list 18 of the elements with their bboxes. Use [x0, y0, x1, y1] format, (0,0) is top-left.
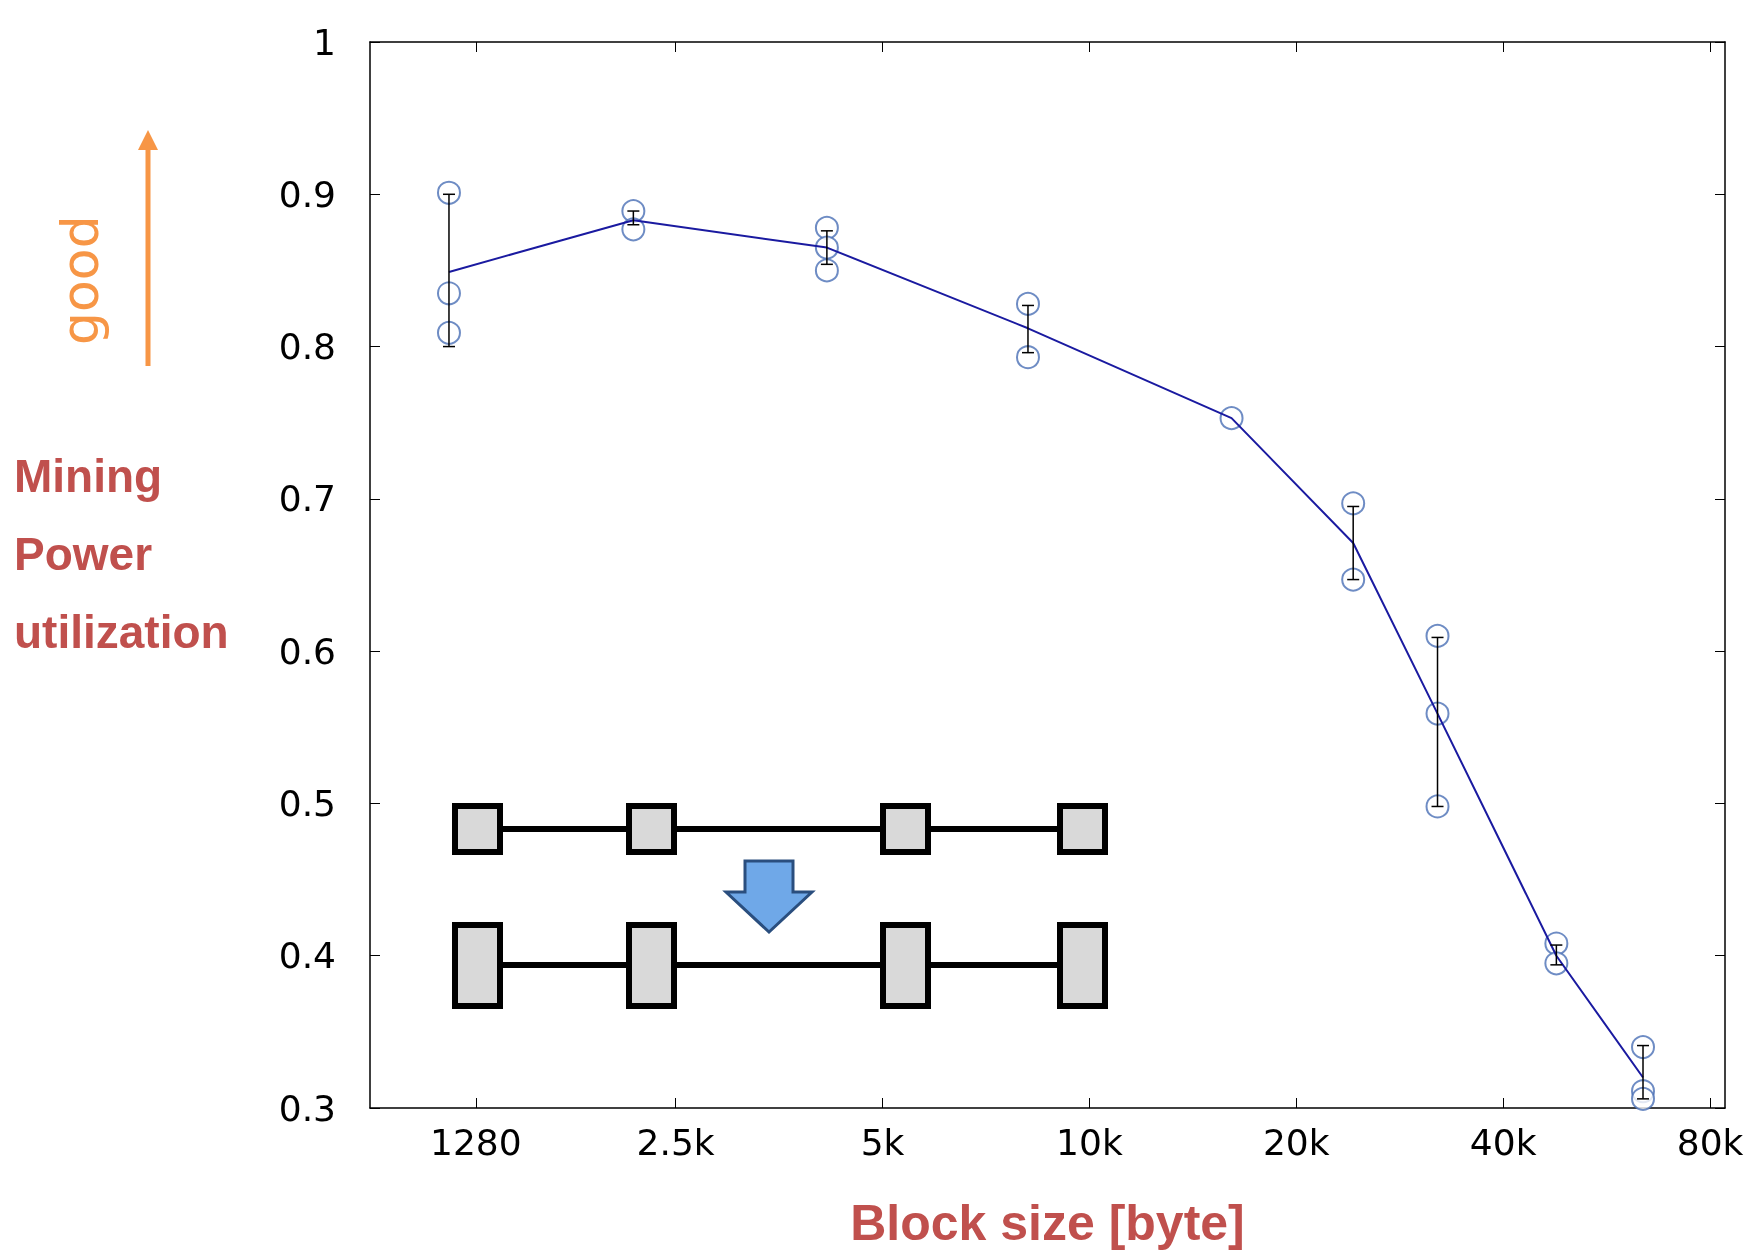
y-tick-label: 0.5 [278, 782, 336, 824]
y-tick-label: 1 [313, 21, 336, 63]
y-tick-label: 0.8 [278, 326, 336, 368]
y-tick-label: 0.4 [278, 935, 336, 977]
y-tick-label: 0.3 [278, 1087, 336, 1129]
y-tick-label: 0.6 [278, 630, 336, 672]
x-tick-label: 80k [1676, 1121, 1744, 1163]
y-tick-label: 0.7 [278, 478, 336, 520]
y-axis-title: Mining Power utilization [14, 450, 229, 658]
text: good [50, 215, 110, 345]
x-tick-label: 1280 [429, 1121, 522, 1163]
y-tick-label: 0.9 [278, 173, 336, 215]
x-tick-label: 20k [1262, 1121, 1330, 1163]
x-tick-label: 10k [1056, 1121, 1123, 1163]
x-tick-label: 2.5k [636, 1121, 715, 1163]
x-axis-title: Block size [byte] [850, 1195, 1245, 1251]
x-tick-label: 40k [1469, 1121, 1537, 1163]
x-tick-label: 5k [860, 1121, 905, 1163]
